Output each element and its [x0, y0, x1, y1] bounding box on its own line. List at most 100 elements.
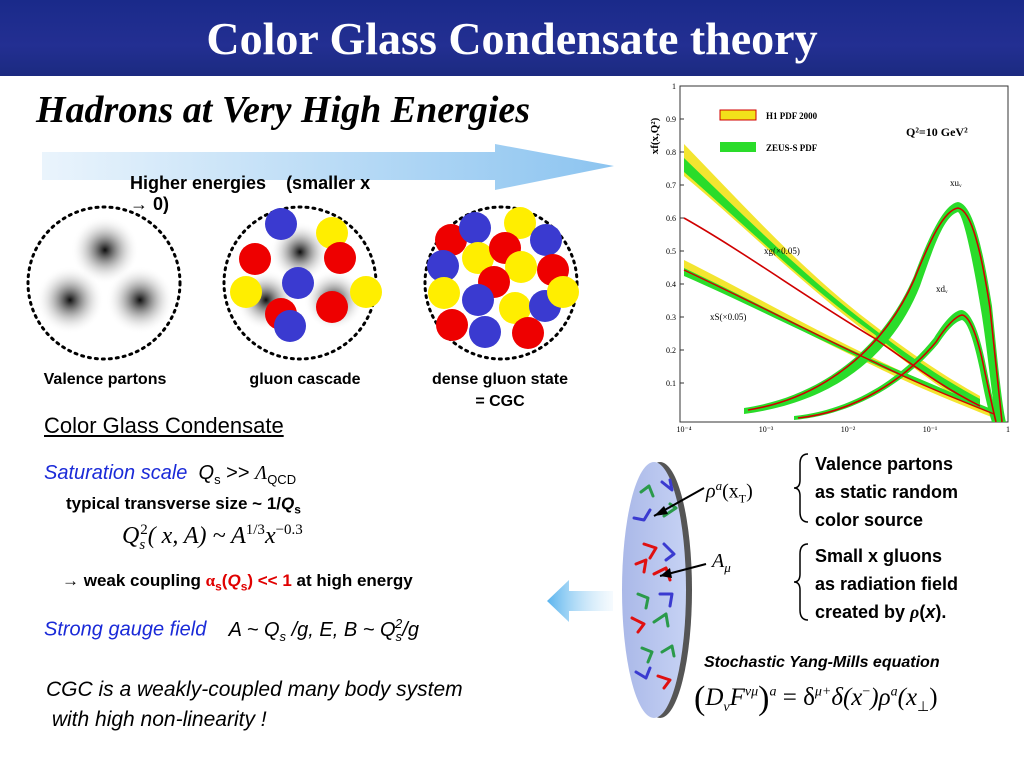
valence-note-line: Valence partons: [815, 454, 954, 474]
ym-rho-a: a: [890, 684, 898, 700]
ym-eq: = δ: [776, 684, 815, 711]
ym-d: D: [705, 684, 724, 711]
alpha-sub: s: [215, 579, 222, 594]
rho-label: ρa(xT): [706, 478, 753, 506]
small-x-note-line: created by: [815, 602, 911, 622]
typical-q: Q: [281, 494, 295, 513]
right-arrow-icon: →: [130, 194, 149, 214]
formula-x-exp: −0.3: [275, 522, 303, 538]
arrow-banner-text: Higher energies (smaller x → 0): [110, 152, 370, 236]
coupling-q-sub: s: [240, 579, 248, 594]
slide-title: Color Glass Condensate theory: [206, 12, 818, 64]
brace-small-x: [793, 543, 809, 621]
y-tick: 0.8: [666, 148, 676, 157]
typical-q-sub: s: [294, 502, 301, 517]
rho-inline-arg: x: [925, 602, 936, 622]
saturation-line: Saturation scale Qs >> ΛQCD: [44, 462, 296, 487]
field-a-sub: s: [279, 628, 287, 644]
y-tick: 0.9: [666, 115, 676, 124]
brace-valence: [793, 453, 809, 523]
energy-arrow: [42, 144, 614, 190]
right-arrow-icon: →: [62, 571, 79, 590]
legend-h1: H1 PDF 2000: [766, 111, 818, 121]
y-tick: 0.7: [666, 181, 676, 190]
y-tick: 0.5: [666, 247, 676, 256]
ym-minus: −: [862, 684, 871, 700]
ym-delta: δ(x: [831, 684, 863, 711]
gluon-cascade-hadron: [222, 205, 382, 361]
qs-formula: Qs2( x, A) ~ A1/3x−0.3: [122, 522, 303, 554]
label-xdv: xdᵥ: [936, 284, 948, 294]
label-dense-gluon-state: dense gluon state: [431, 371, 569, 388]
y-ticks: 1 0.9 0.8 0.7 0.6 0.5 0.4 0.3 0.2 0.1: [666, 82, 676, 388]
a-symbol: A: [712, 550, 725, 572]
typical-size-line: typical transverse size ~ 1/Qs: [66, 494, 301, 516]
legend-zeus-swatch: [720, 142, 756, 152]
high-energy-text: at high energy: [291, 571, 413, 590]
ym-rho: )ρ: [870, 684, 891, 711]
x-tick: 10⁻⁴: [676, 425, 691, 434]
typical-size-text: typical transverse size ~ 1/: [66, 494, 281, 513]
valence-note: Valence partons as static random color s…: [815, 450, 958, 534]
qs-symbol: Q: [198, 462, 215, 484]
pdf-ylabel: xf(x,Q²): [649, 117, 661, 154]
a-mu-label: Aμ: [712, 550, 731, 576]
strong-field-line: Strong gauge field A ~ Qs /g, E, B ~ Qs2…: [44, 616, 419, 644]
ym-f-sup: νμ: [744, 684, 759, 700]
label-xs: xS(×0.05): [710, 312, 746, 322]
pdf-figure: 1 0.9 0.8 0.7 0.6 0.5 0.4 0.3 0.2 0.1 xf…: [644, 76, 1016, 438]
field-b-sup: 2: [395, 616, 403, 631]
small-x-note-line: as radiation field: [815, 574, 959, 594]
arrow-text: Higher energies (smaller x: [130, 173, 371, 193]
label-xg: xg(×0.05): [764, 246, 800, 256]
small-x-note-line: Small x gluons: [815, 546, 943, 566]
ym-label: Stochastic Yang-Mills equation: [704, 654, 940, 671]
rho-arg: (x: [722, 480, 739, 503]
paren-open: (: [221, 571, 228, 590]
valence-hadron: [26, 205, 182, 361]
legend-zeus: ZEUS-S PDF: [766, 143, 818, 153]
field-b-sub: s: [395, 628, 403, 644]
y-tick: 0.3: [666, 313, 676, 322]
ym-a: a: [769, 684, 777, 700]
strong-field-label: Strong gauge field: [44, 618, 207, 641]
y-tick: 1: [672, 82, 676, 91]
pdf-legend: H1 PDF 2000 ZEUS-S PDF: [719, 109, 818, 153]
valence-note-line: color source: [815, 510, 924, 530]
pdf-curves: [683, 144, 1006, 423]
arrow-tail: 0): [148, 194, 170, 214]
ym-f: F: [729, 684, 745, 711]
a-sub: μ: [724, 560, 731, 575]
field-b-rest: /g: [402, 618, 419, 641]
x-tick: 10⁻³: [759, 425, 774, 434]
ym-perp: ⊥: [917, 700, 930, 715]
left-arrow-icon: [547, 580, 613, 622]
title-bar: Color Glass Condensate theory: [0, 0, 1024, 76]
x-ticks: 10⁻⁴ 10⁻³ 10⁻² 10⁻¹ 1: [676, 425, 1010, 434]
weak-coupling-text: weak coupling: [79, 571, 206, 590]
rho-symbol: ρ: [706, 480, 716, 503]
formula-q-sup: 2: [140, 522, 148, 538]
label-xuv: xuᵥ: [950, 178, 962, 188]
much-greater: >>: [220, 462, 256, 484]
formula-a-exp: 1/3: [245, 522, 265, 538]
x-tick: 10⁻¹: [923, 425, 938, 434]
coupling-q: Q: [227, 571, 241, 590]
coupling-lt: ) << 1: [247, 571, 292, 590]
x-tick: 1: [1006, 425, 1010, 434]
x-tick: 10⁻²: [841, 425, 856, 434]
qs-sub: s: [214, 472, 221, 487]
ym-equation: (DνFνμ)a = δμ+δ(x−)ρa(x⊥): [694, 680, 938, 717]
label-gluon-cascade: gluon cascade: [249, 371, 361, 388]
valence-note-line: as static random: [815, 482, 959, 502]
small-x-note: Small x gluons as radiation field create…: [815, 542, 958, 626]
ym-delta-sup: μ+: [814, 684, 832, 700]
formula-args: ( x, A) ~ A: [147, 523, 246, 549]
formula-q: Q: [122, 523, 140, 549]
label-cgc: = CGC: [475, 393, 525, 410]
lambda-symbol: Λ: [255, 462, 268, 484]
q2-label: Q²=10 GeV²: [906, 125, 968, 139]
disk-pointers: [653, 487, 707, 578]
y-tick: 0.6: [666, 214, 676, 223]
